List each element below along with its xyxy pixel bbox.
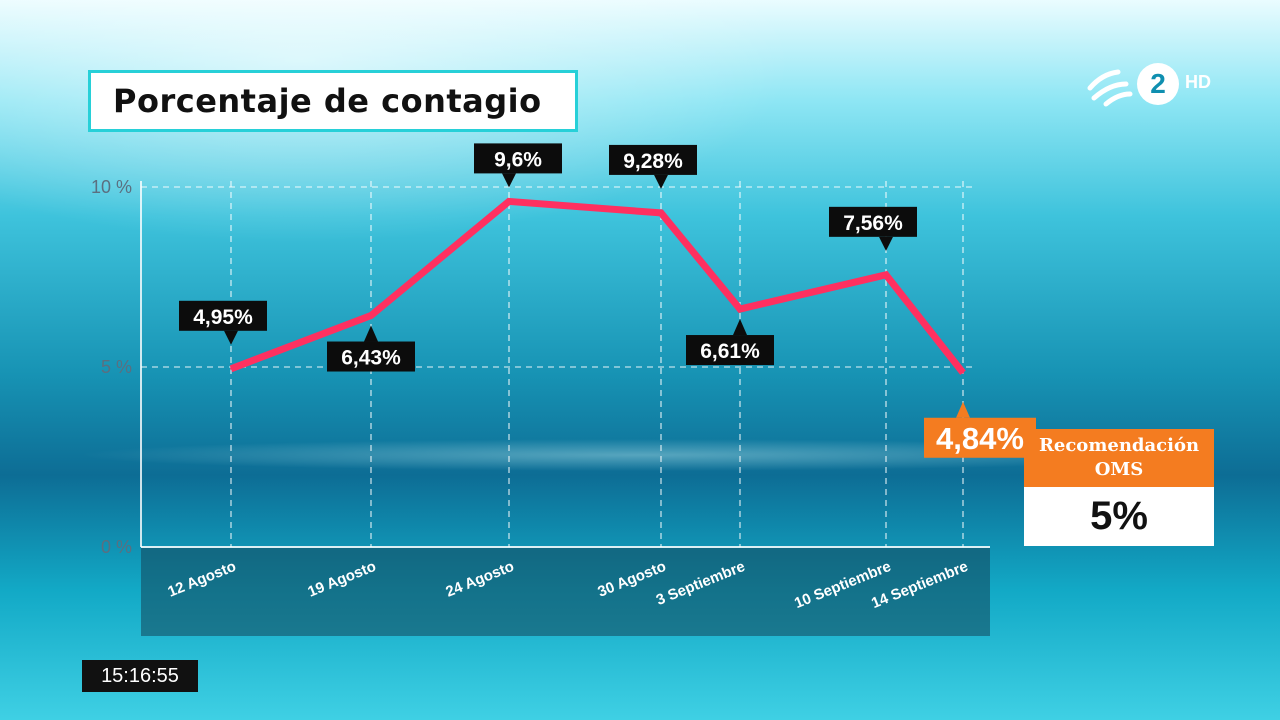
data-label: 6,43% <box>341 347 401 370</box>
data-label-tag: 9,28% <box>609 144 697 189</box>
x-axis-band <box>141 548 990 636</box>
recommendation-title: Recomendación OMS <box>1024 429 1214 487</box>
data-labels: 4,95% 6,43% 9,6% 9,28% 6,61% 7,56% 4,84% <box>179 143 1036 458</box>
y-tick-label: 0 % <box>101 537 132 557</box>
data-point <box>962 371 964 374</box>
data-point <box>370 314 372 317</box>
channel-logo-icon <box>1087 69 1133 107</box>
clock: 15:16:55 <box>82 660 198 692</box>
data-label: 9,28% <box>623 150 683 173</box>
y-tick-label: 10 % <box>91 177 132 197</box>
data-label: 4,84% <box>936 421 1024 456</box>
axes: 0 % 5 % 10 % <box>91 177 990 557</box>
tag-pointer <box>502 173 516 188</box>
tag-box <box>924 417 1036 458</box>
tag-box <box>179 300 267 331</box>
recommendation-value: 5% <box>1024 487 1214 546</box>
series-line <box>229 197 966 375</box>
tag-pointer <box>956 401 970 418</box>
data-label: 7,56% <box>843 212 903 235</box>
tag-pointer <box>654 174 668 189</box>
chart-title: Porcentaje de contagio <box>113 82 542 120</box>
y-tick-label: 5 % <box>101 357 132 377</box>
data-label: 9,6% <box>494 148 542 171</box>
data-label: 6,61% <box>700 340 760 363</box>
data-point <box>230 367 232 370</box>
tag-box <box>686 335 774 366</box>
tag-pointer <box>364 325 378 342</box>
tag-pointer <box>879 236 893 251</box>
data-point <box>739 308 741 311</box>
tag-box <box>829 206 917 237</box>
channel-number: 2 <box>1137 63 1179 105</box>
data-label: 4,95% <box>193 306 253 329</box>
data-label-tag: 4,84% <box>924 401 1036 458</box>
data-point <box>885 273 887 276</box>
data-label-tag: 4,95% <box>179 300 267 345</box>
data-label-tag: 6,43% <box>327 325 415 372</box>
chart-title-box: Porcentaje de contagio <box>88 70 578 132</box>
tag-box <box>474 143 562 174</box>
data-point <box>508 200 510 203</box>
tag-pointer <box>733 319 747 336</box>
data-point <box>660 211 662 214</box>
hd-badge: HD <box>1185 72 1211 92</box>
tag-pointer <box>224 330 238 345</box>
tag-box <box>327 341 415 372</box>
tag-box <box>609 144 697 175</box>
data-label-tag: 6,61% <box>686 319 774 366</box>
data-label-tag: 7,56% <box>829 206 917 251</box>
who-recommendation-box: Recomendación OMS 5% <box>1024 429 1214 546</box>
data-label-tag: 9,6% <box>474 143 562 188</box>
